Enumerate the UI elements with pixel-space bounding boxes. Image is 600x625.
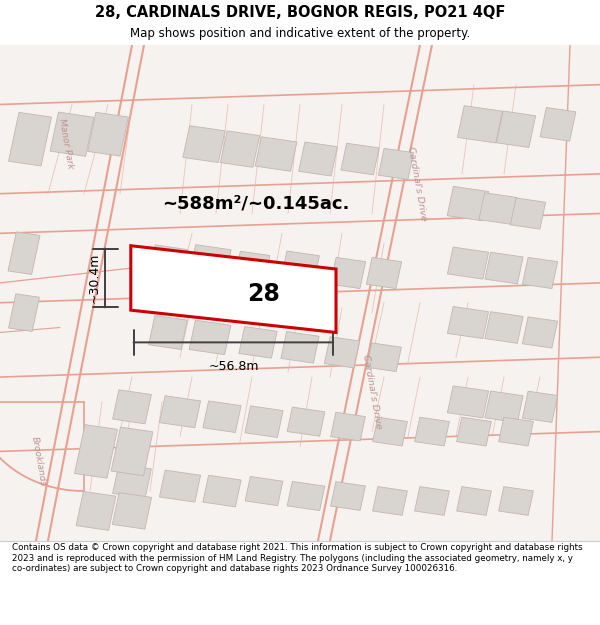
Polygon shape bbox=[341, 143, 379, 175]
Polygon shape bbox=[373, 487, 407, 516]
Polygon shape bbox=[485, 312, 523, 343]
Text: Cardinal's Drive: Cardinal's Drive bbox=[406, 146, 428, 222]
Polygon shape bbox=[299, 142, 337, 176]
Polygon shape bbox=[160, 470, 200, 502]
Polygon shape bbox=[255, 137, 297, 171]
Polygon shape bbox=[131, 246, 336, 332]
Polygon shape bbox=[331, 482, 365, 511]
Polygon shape bbox=[457, 106, 503, 143]
Polygon shape bbox=[8, 232, 40, 274]
Text: 28: 28 bbox=[247, 282, 280, 306]
Polygon shape bbox=[183, 126, 225, 162]
Polygon shape bbox=[203, 401, 241, 432]
Polygon shape bbox=[245, 406, 283, 437]
Polygon shape bbox=[111, 427, 153, 476]
Polygon shape bbox=[540, 107, 576, 141]
Text: ~588m²/~0.145ac.: ~588m²/~0.145ac. bbox=[162, 194, 349, 213]
Polygon shape bbox=[499, 487, 533, 516]
Polygon shape bbox=[415, 487, 449, 516]
Polygon shape bbox=[281, 251, 319, 285]
Polygon shape bbox=[189, 244, 231, 281]
Text: 28, CARDINALS DRIVE, BOGNOR REGIS, PO21 4QF: 28, CARDINALS DRIVE, BOGNOR REGIS, PO21 … bbox=[95, 5, 505, 20]
Polygon shape bbox=[287, 481, 325, 511]
Polygon shape bbox=[287, 407, 325, 436]
Polygon shape bbox=[447, 186, 489, 221]
Polygon shape bbox=[485, 391, 523, 422]
Polygon shape bbox=[245, 476, 283, 506]
Polygon shape bbox=[325, 337, 359, 368]
Polygon shape bbox=[415, 418, 449, 446]
Polygon shape bbox=[76, 491, 116, 531]
Text: ~30.4m: ~30.4m bbox=[87, 253, 100, 303]
Polygon shape bbox=[367, 258, 401, 289]
Polygon shape bbox=[457, 418, 491, 446]
Polygon shape bbox=[367, 343, 401, 372]
Polygon shape bbox=[448, 306, 488, 339]
Polygon shape bbox=[112, 492, 152, 529]
Polygon shape bbox=[74, 424, 118, 478]
Polygon shape bbox=[523, 317, 557, 348]
Polygon shape bbox=[220, 131, 260, 168]
Polygon shape bbox=[448, 247, 488, 279]
Polygon shape bbox=[160, 396, 200, 428]
Polygon shape bbox=[203, 475, 241, 507]
Text: Contains OS data © Crown copyright and database right 2021. This information is : Contains OS data © Crown copyright and d… bbox=[12, 543, 583, 573]
Polygon shape bbox=[148, 245, 188, 281]
Polygon shape bbox=[281, 331, 319, 363]
Polygon shape bbox=[8, 294, 40, 331]
Text: Brooklands: Brooklands bbox=[30, 436, 48, 487]
Polygon shape bbox=[496, 111, 536, 148]
Polygon shape bbox=[331, 258, 365, 289]
Polygon shape bbox=[448, 386, 488, 418]
Polygon shape bbox=[499, 418, 533, 446]
Text: Cardinal's Drive: Cardinal's Drive bbox=[361, 354, 383, 430]
Polygon shape bbox=[485, 253, 523, 284]
Text: Manor Park: Manor Park bbox=[57, 118, 75, 170]
Text: ~56.8m: ~56.8m bbox=[208, 360, 259, 372]
Polygon shape bbox=[523, 391, 557, 422]
Polygon shape bbox=[8, 112, 52, 166]
Polygon shape bbox=[50, 112, 94, 156]
Polygon shape bbox=[331, 412, 365, 441]
Text: Map shows position and indicative extent of the property.: Map shows position and indicative extent… bbox=[130, 28, 470, 40]
Polygon shape bbox=[523, 258, 557, 289]
Polygon shape bbox=[88, 112, 128, 156]
Polygon shape bbox=[373, 418, 407, 446]
Polygon shape bbox=[379, 148, 413, 179]
Polygon shape bbox=[234, 251, 270, 285]
Polygon shape bbox=[457, 487, 491, 516]
Polygon shape bbox=[189, 320, 231, 354]
Polygon shape bbox=[113, 390, 151, 424]
Polygon shape bbox=[149, 316, 187, 349]
Polygon shape bbox=[511, 198, 545, 229]
Polygon shape bbox=[113, 464, 151, 498]
Polygon shape bbox=[479, 192, 517, 224]
Polygon shape bbox=[239, 327, 277, 358]
